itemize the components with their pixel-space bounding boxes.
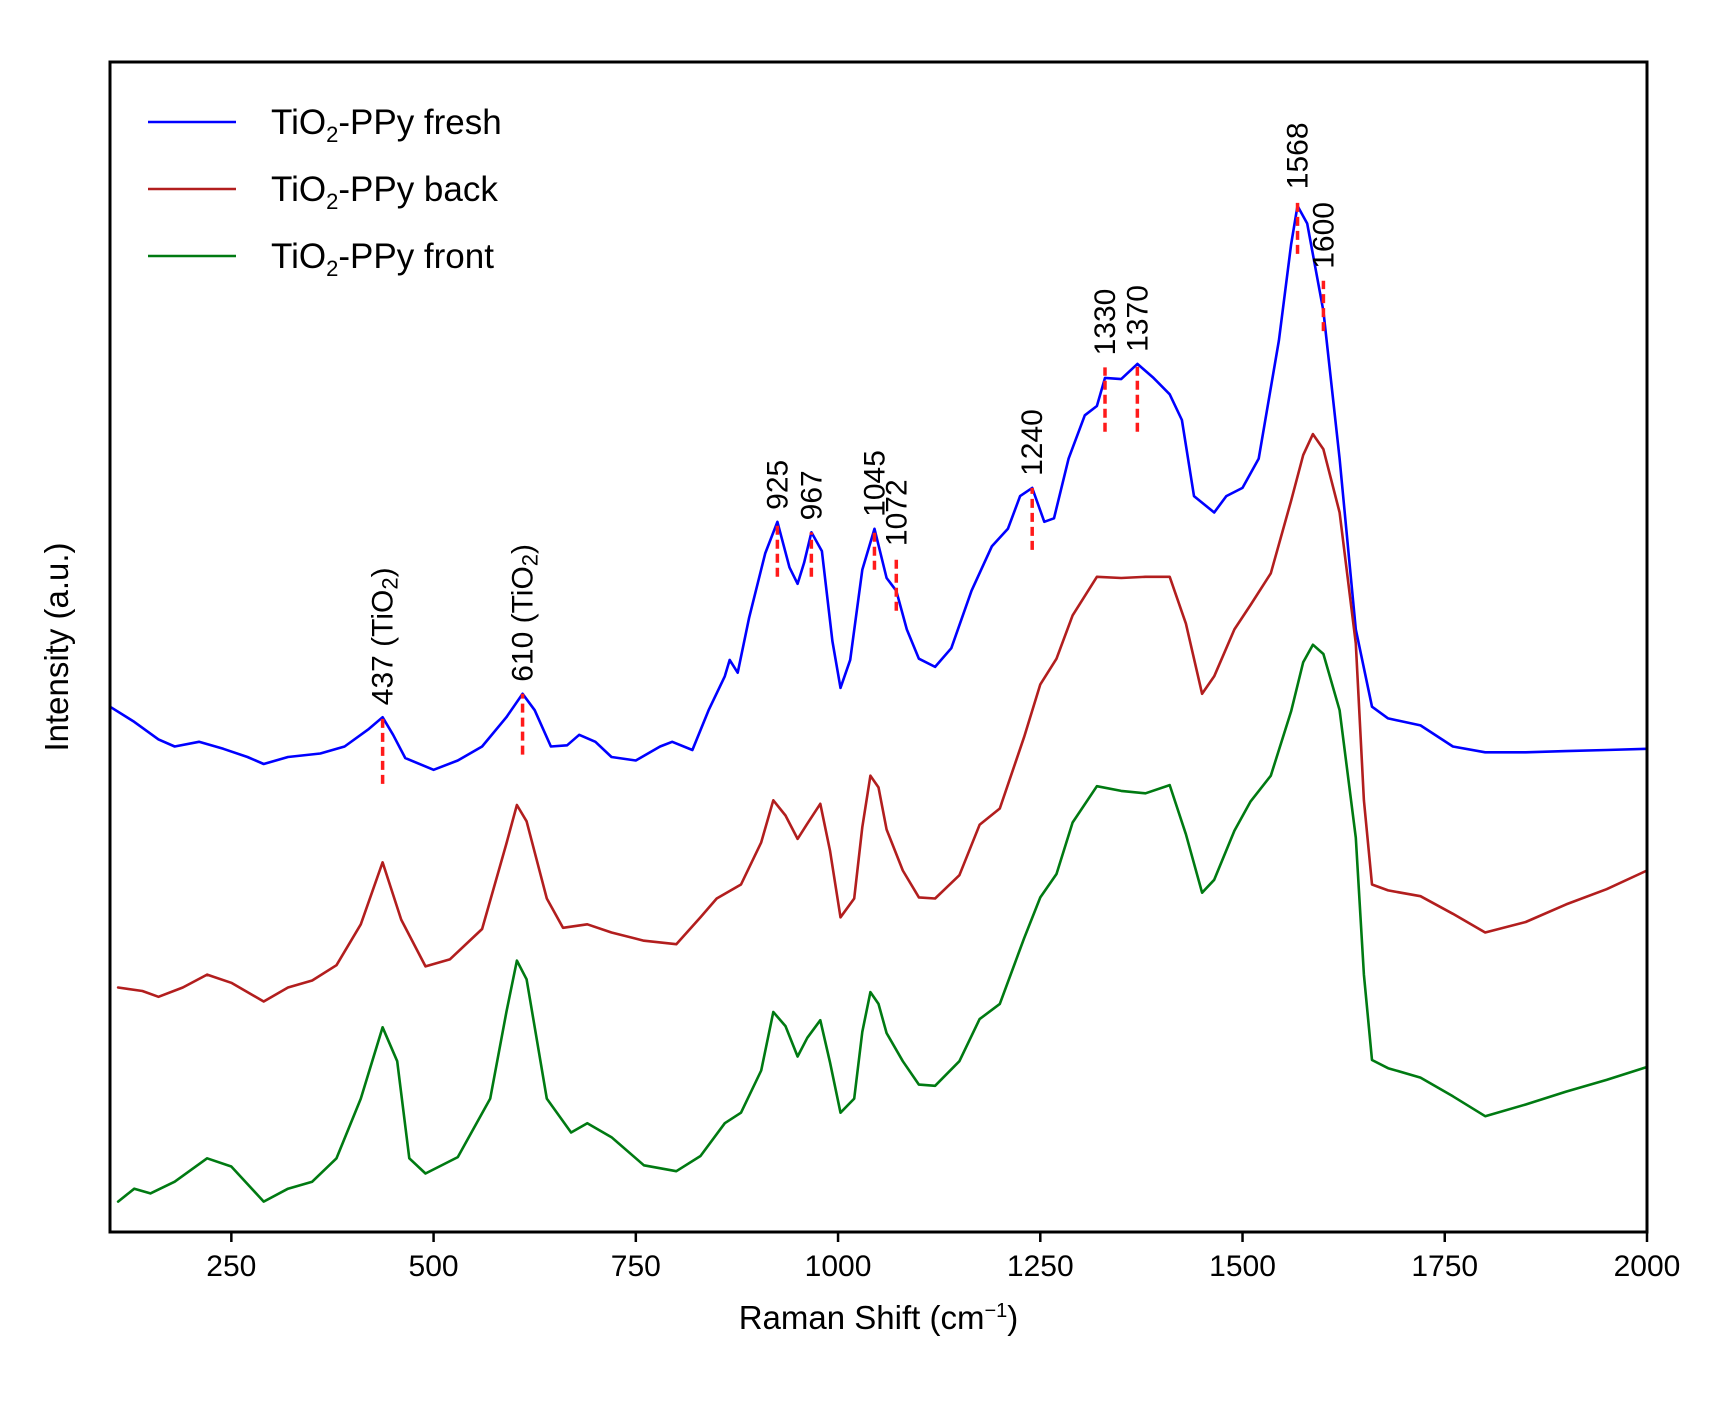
legend-label-subscript: 2	[326, 256, 338, 281]
x-tick-label: 1500	[1209, 1250, 1276, 1283]
legend-label: TiO2-PPy fresh	[271, 103, 502, 147]
x-axis-label-close: )	[1007, 1299, 1018, 1336]
x-tick-label: 750	[611, 1250, 661, 1283]
peak-label-610: 610 (TiO2)	[506, 544, 542, 682]
series-layer	[108, 204, 1649, 1203]
peak-label-value: 1370	[1121, 285, 1154, 352]
legend-label: TiO2-PPy front	[271, 237, 494, 281]
series-line-2	[116, 643, 1649, 1203]
x-tick-label: 250	[206, 1250, 256, 1283]
peak-label-close: )	[366, 567, 399, 577]
peak-label-1072: 1072	[880, 479, 913, 546]
x-tick-label: 1750	[1411, 1250, 1478, 1283]
legend-label-main: TiO	[271, 170, 326, 209]
peak-label-967: 967	[795, 470, 828, 520]
legend-label-rest: -PPy front	[338, 237, 494, 276]
peak-label-value: 1568	[1281, 122, 1314, 189]
peak-label-1330: 1330	[1089, 289, 1122, 356]
legend-item-0: TiO2-PPy fresh	[148, 103, 502, 147]
legend-label-main: TiO	[271, 237, 326, 276]
peak-label-value: 610 (TiO	[506, 566, 539, 682]
peak-label-value: 925	[761, 460, 794, 510]
x-axis-label-main: Raman Shift (cm	[739, 1299, 985, 1336]
peak-label-value: 1240	[1016, 409, 1049, 476]
peak-label-value: 1045	[858, 450, 891, 517]
peak-label-925: 925	[761, 460, 794, 510]
peak-annotations: 437 (TiO2) 610 (TiO2)925 967 10451072124013…	[366, 122, 1340, 784]
peak-label-value: 437 (TiO	[366, 590, 399, 706]
legend-label: TiO2-PPy back	[271, 170, 498, 214]
peak-label-1600: 1600	[1307, 202, 1340, 269]
peak-label-1045: 1045	[858, 450, 891, 517]
x-tick-label: 500	[409, 1250, 459, 1283]
plot-frame	[108, 60, 1649, 1234]
peak-label-value: 1600	[1307, 202, 1340, 269]
peak-label-close: )	[506, 544, 539, 554]
peak-label-1568: 1568	[1281, 122, 1314, 189]
legend-item-2: TiO2-PPy front	[148, 237, 494, 281]
legend-item-1: TiO2-PPy back	[148, 170, 498, 214]
peak-label-value: 1072	[880, 479, 913, 546]
series-line-0	[108, 204, 1649, 772]
x-tick-label: 1000	[805, 1250, 872, 1283]
legend-label-rest: -PPy fresh	[338, 103, 501, 142]
legend-label-rest: -PPy back	[338, 170, 498, 209]
peak-label-subscript: 2	[517, 554, 542, 566]
x-tick-label: 2000	[1614, 1250, 1681, 1283]
x-axis-label: Raman Shift (cm−1)	[739, 1299, 1019, 1336]
peak-label-value: 1330	[1089, 289, 1122, 356]
peak-label-value: 967	[795, 470, 828, 520]
legend-label-main: TiO	[271, 103, 326, 142]
series-line-1	[116, 432, 1649, 1003]
peak-label-1240: 1240	[1016, 409, 1049, 476]
x-axis-label-superscript: −1	[984, 1300, 1007, 1322]
legend-label-subscript: 2	[326, 189, 338, 214]
peak-label-437: 437 (TiO2)	[366, 567, 402, 705]
x-tick-label: 1250	[1007, 1250, 1074, 1283]
y-axis-label: Intensity (a.u.)	[38, 542, 75, 751]
peak-label-subscript: 2	[377, 577, 402, 589]
legend-label-subscript: 2	[326, 122, 338, 147]
peak-label-1370: 1370	[1121, 285, 1154, 352]
x-axis-ticks: 250 500 750 1000 1250 1500 1750 2000	[206, 1232, 1680, 1283]
